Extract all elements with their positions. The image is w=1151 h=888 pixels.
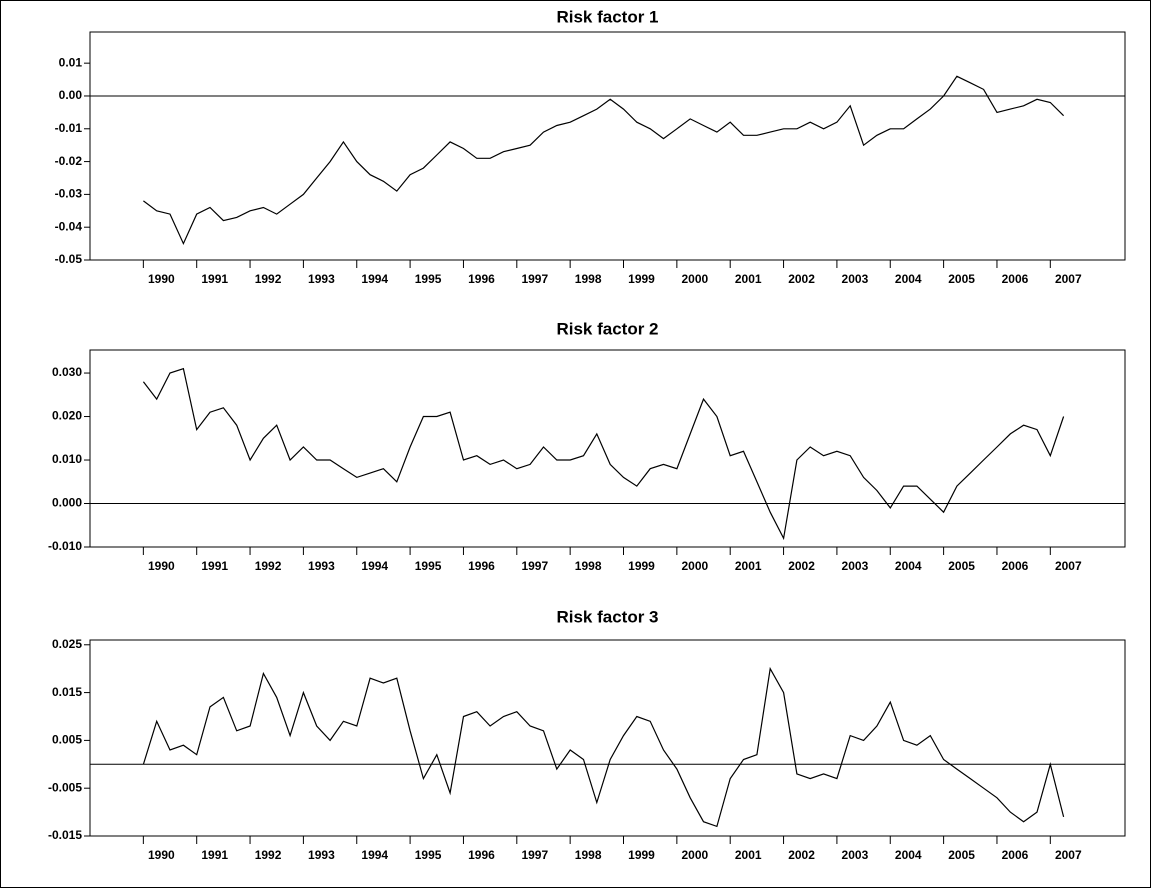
- y-tick-label: -0.05: [55, 252, 83, 266]
- x-tick-label: 1991: [201, 848, 228, 862]
- x-tick-label: 1994: [361, 272, 388, 286]
- x-tick-label: 2004: [895, 848, 922, 862]
- y-tick-label: -0.03: [55, 187, 83, 201]
- x-tick-label: 1992: [255, 272, 282, 286]
- plot-frame: [89, 349, 1126, 548]
- x-tick-label: 1996: [468, 272, 495, 286]
- x-tick-label: 1992: [255, 848, 282, 862]
- x-tick-label: 1997: [521, 848, 548, 862]
- y-tick-label: 0.010: [52, 452, 82, 466]
- x-tick-label: 1999: [628, 848, 655, 862]
- x-tick-label: 1995: [415, 272, 442, 286]
- y-tick-label: -0.015: [48, 828, 82, 842]
- chart-title: Risk factor 1: [556, 7, 658, 26]
- x-tick-label: 1990: [148, 848, 175, 862]
- x-tick-label: 2004: [895, 559, 922, 573]
- x-tick-label: 1995: [415, 848, 442, 862]
- x-tick-label: 2007: [1055, 272, 1082, 286]
- y-tick-label: -0.04: [55, 219, 83, 233]
- x-tick-label: 2004: [895, 272, 922, 286]
- y-tick-label: -0.01: [55, 121, 83, 135]
- x-tick-label: 1993: [308, 272, 335, 286]
- y-tick-label: -0.010: [48, 539, 82, 553]
- y-tick-label: 0.025: [52, 637, 82, 651]
- y-tick-label: 0.005: [52, 733, 82, 747]
- y-tick-label: 0.015: [52, 685, 82, 699]
- x-tick-label: 1999: [628, 272, 655, 286]
- x-tick-label: 2000: [682, 272, 709, 286]
- series-line: [143, 75, 1065, 246]
- x-tick-label: 2003: [842, 272, 869, 286]
- chart-title: Risk factor 3: [556, 607, 658, 626]
- x-tick-label: 1996: [468, 848, 495, 862]
- x-tick-label: 2002: [788, 559, 815, 573]
- y-tick-label: 0.030: [52, 365, 82, 379]
- series-line: [142, 367, 1065, 541]
- x-tick-label: 1991: [201, 559, 228, 573]
- x-tick-label: 2002: [788, 272, 815, 286]
- series-line: [142, 666, 1065, 828]
- x-tick-label: 1990: [148, 559, 175, 573]
- x-tick-label: 2001: [735, 848, 762, 862]
- x-tick-label: 2005: [948, 848, 975, 862]
- y-tick-label: 0.00: [59, 88, 83, 102]
- x-tick-label: 2006: [1002, 272, 1029, 286]
- x-tick-label: 1995: [415, 559, 442, 573]
- x-tick-label: 1998: [575, 272, 602, 286]
- x-tick-label: 2007: [1055, 559, 1082, 573]
- y-tick-label: -0.02: [55, 154, 83, 168]
- y-tick-label: 0.020: [52, 409, 82, 423]
- x-tick-label: 1998: [575, 559, 602, 573]
- x-tick-label: 2006: [1002, 848, 1029, 862]
- x-tick-label: 1999: [628, 559, 655, 573]
- x-tick-label: 1996: [468, 559, 495, 573]
- x-tick-label: 1991: [201, 272, 228, 286]
- plot-frame: [89, 31, 1126, 261]
- x-tick-label: 2003: [842, 559, 869, 573]
- x-tick-label: 1994: [361, 559, 388, 573]
- x-tick-label: 1990: [148, 272, 175, 286]
- x-tick-label: 1993: [308, 559, 335, 573]
- x-tick-label: 2005: [948, 559, 975, 573]
- x-tick-label: 2000: [682, 559, 709, 573]
- y-tick-label: -0.005: [48, 780, 82, 794]
- x-tick-label: 2001: [735, 559, 762, 573]
- x-tick-label: 2003: [842, 848, 869, 862]
- x-tick-label: 1993: [308, 848, 335, 862]
- x-tick-label: 2007: [1055, 848, 1082, 862]
- x-tick-label: 1992: [255, 559, 282, 573]
- x-tick-label: 2002: [788, 848, 815, 862]
- chart-title: Risk factor 2: [556, 319, 658, 338]
- x-tick-label: 2001: [735, 272, 762, 286]
- x-tick-label: 2005: [948, 272, 975, 286]
- plot-frame: [89, 639, 1126, 837]
- x-tick-label: 1997: [521, 559, 548, 573]
- x-tick-label: 1998: [575, 848, 602, 862]
- y-tick-label: 0.01: [59, 55, 83, 69]
- x-tick-label: 2000: [682, 848, 709, 862]
- x-tick-label: 2006: [1002, 559, 1029, 573]
- x-tick-label: 1994: [361, 848, 388, 862]
- x-tick-label: 1997: [521, 272, 548, 286]
- y-tick-label: 0.000: [52, 496, 82, 510]
